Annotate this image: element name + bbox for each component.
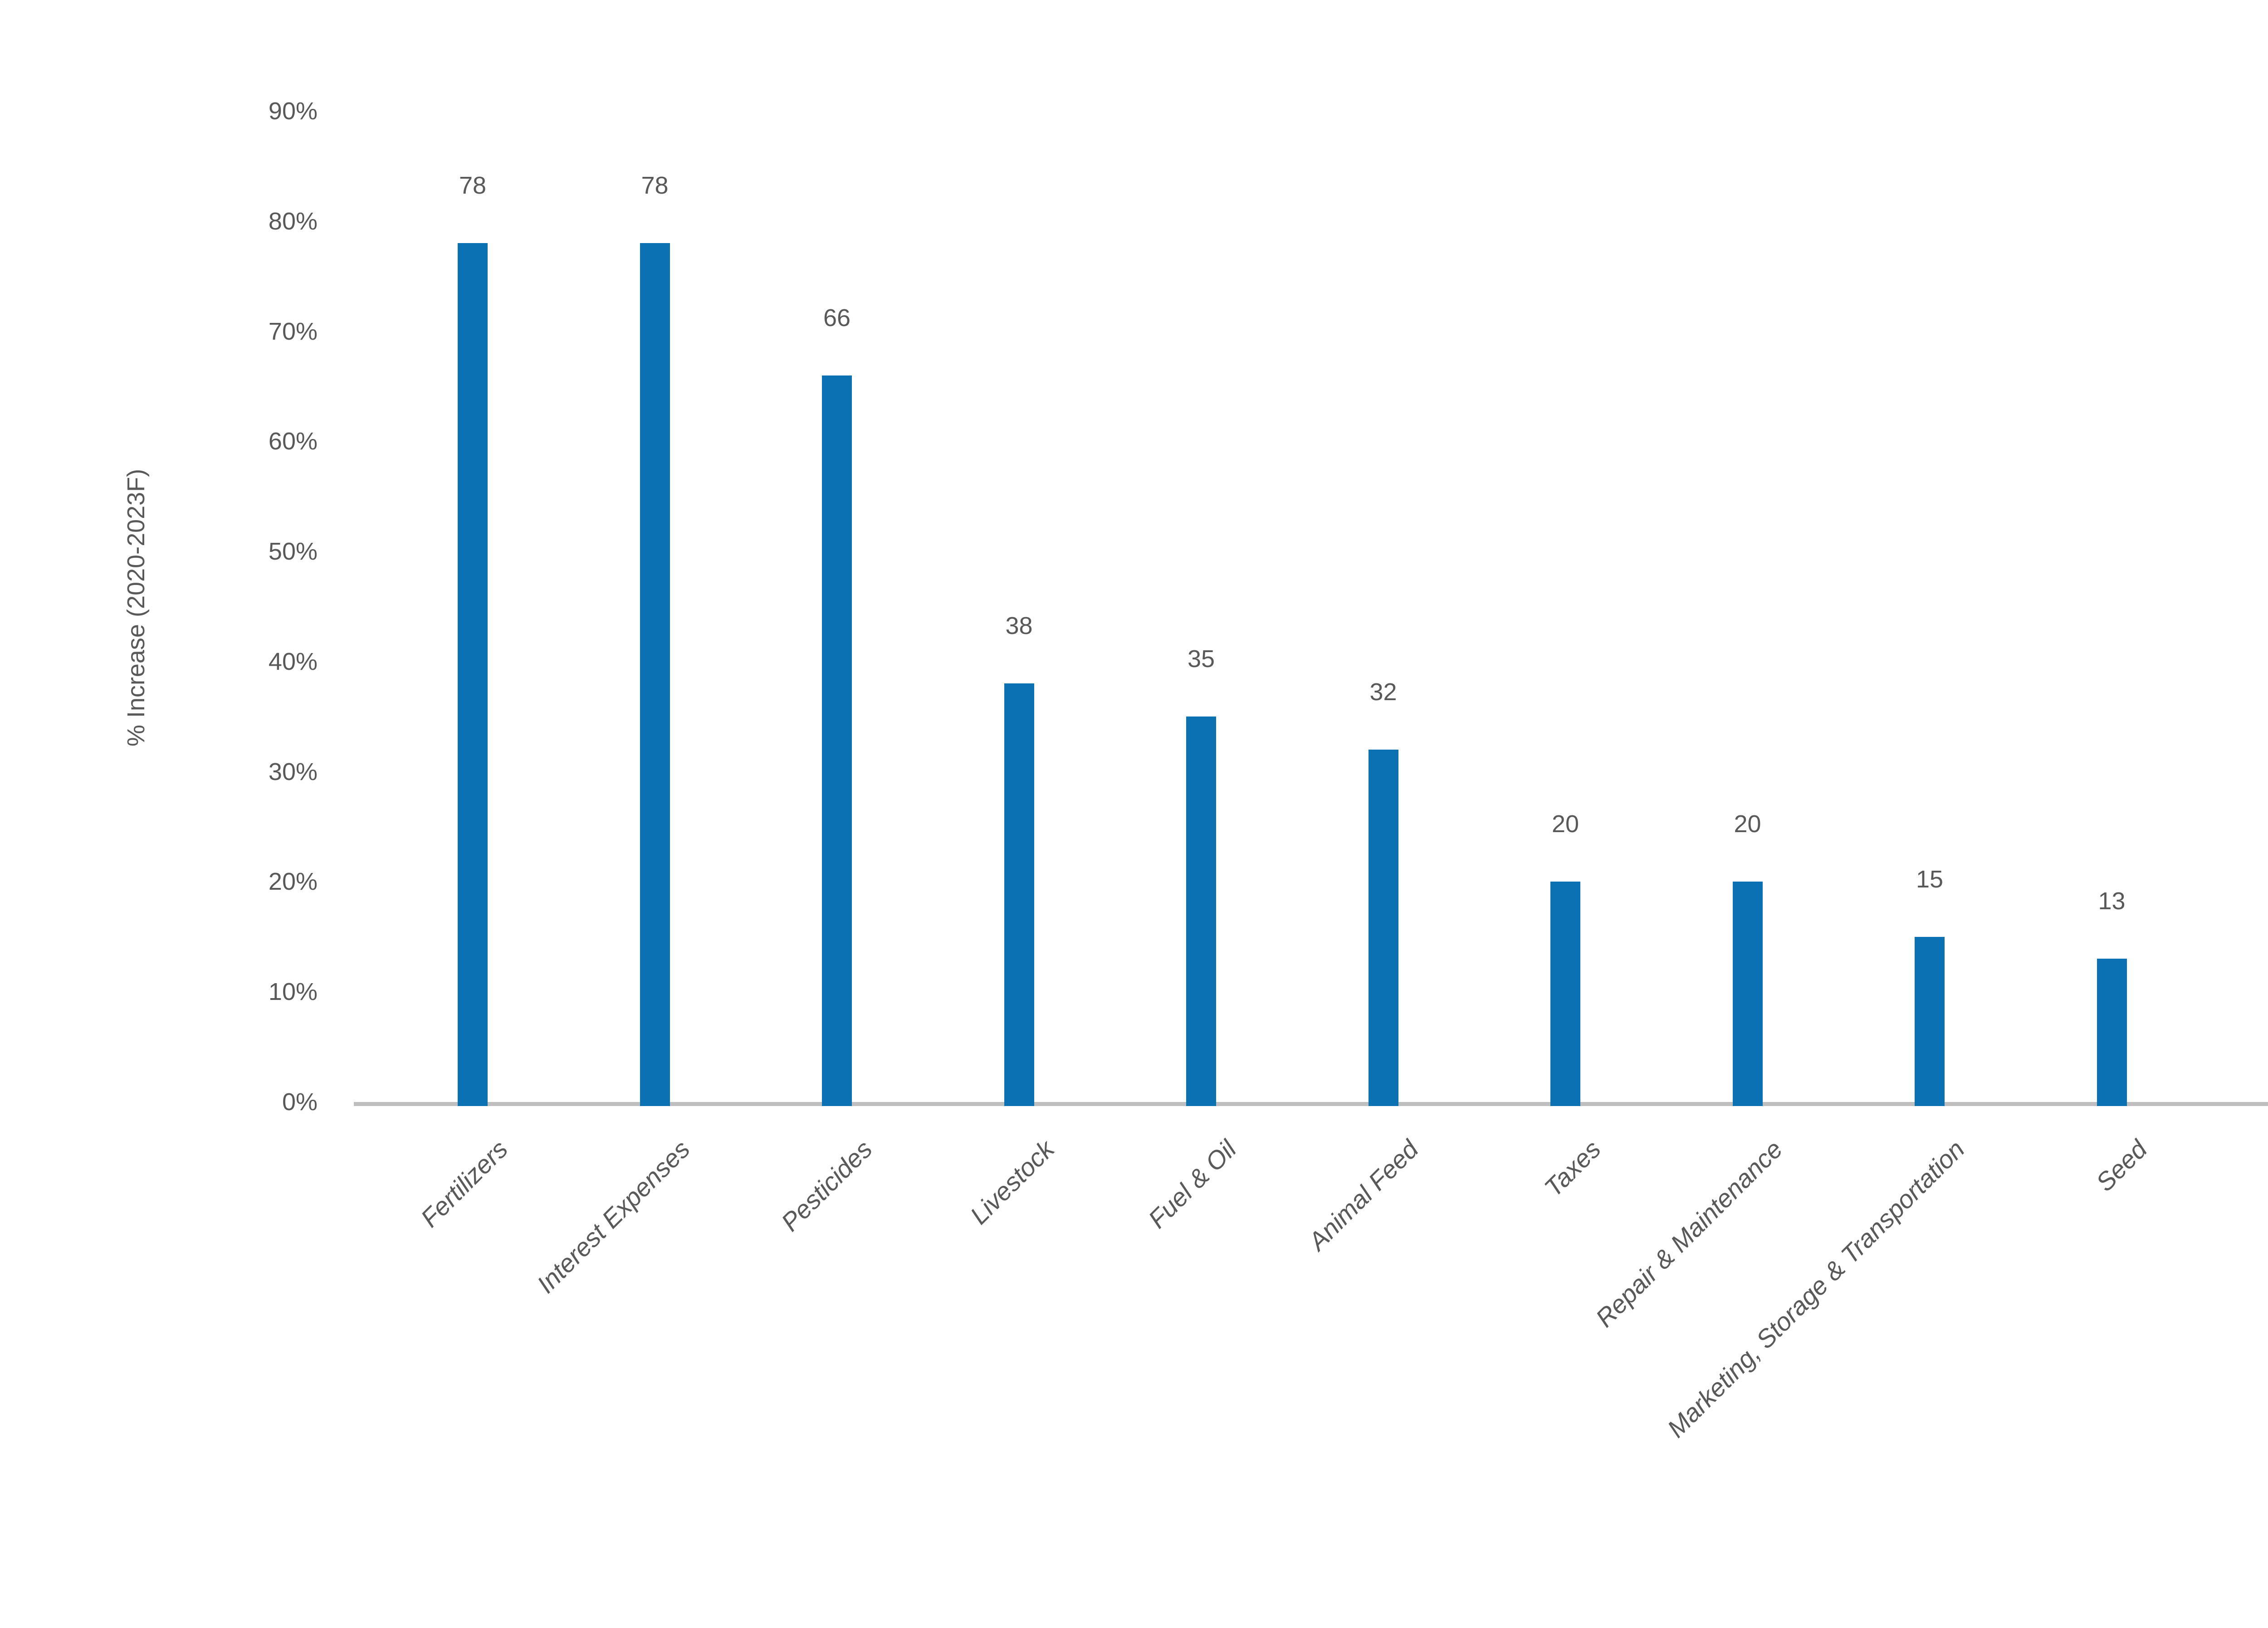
value-label: 15 — [1916, 865, 1944, 893]
value-label: 13 — [2098, 887, 2126, 915]
y-tick-label: 50% — [268, 538, 318, 565]
value-label: 12 — [2226, 900, 2268, 925]
x-axis-label: Fuel & Oil — [1143, 1135, 1242, 1234]
x-axis-label: Animal Feed — [1303, 1135, 1424, 1256]
value-label: 32 — [1369, 678, 1397, 706]
value-label: 66 — [823, 304, 851, 331]
y-tick-label: 0% — [282, 1088, 318, 1116]
y-tick-label: 20% — [268, 868, 318, 896]
x-axis-label: Repair & Maintenance — [1590, 1135, 1789, 1333]
x-axis-line — [354, 1102, 2268, 1106]
y-tick-label: 60% — [268, 428, 318, 455]
x-axis-label: Pesticides — [775, 1135, 878, 1237]
bar-taxes — [1550, 882, 1580, 1106]
y-tick-label: 10% — [268, 978, 318, 1006]
bar-livestock — [1004, 683, 1034, 1106]
y-axis-title: % Increase (2020-2023F) — [122, 468, 150, 747]
bar-pesticides — [822, 375, 852, 1106]
bar-interest-expenses — [640, 243, 670, 1106]
value-label: 35 — [1187, 645, 1215, 673]
value-label: 38 — [1005, 612, 1033, 640]
x-axis-label: Taxes — [1538, 1135, 1606, 1202]
value-label: 20 — [1551, 810, 1579, 838]
bar-fuel-oil — [1186, 717, 1216, 1106]
bar-seed — [2097, 959, 2127, 1106]
y-tick-label: 80% — [268, 207, 318, 235]
value-label: 20 — [1734, 810, 1761, 838]
bar-animal-feed — [1368, 750, 1398, 1106]
bar-repair-maintenance — [1732, 882, 1763, 1106]
x-axis-label: Marketing, Storage & Transportation — [1662, 1135, 1970, 1443]
x-axis-label: Interest Expenses — [531, 1135, 696, 1299]
bar-marketing-storage-transportation — [1915, 936, 1945, 1106]
x-axis-label: Livestock — [964, 1135, 1060, 1230]
x-axis-label: Seed — [2090, 1135, 2153, 1197]
value-label: 78 — [459, 172, 487, 200]
x-axis-label: Fertilizers — [415, 1135, 513, 1233]
y-tick-label: 30% — [268, 758, 318, 785]
y-tick-label: 70% — [268, 317, 318, 345]
bar-fertilizers — [458, 243, 488, 1106]
y-tick-label: 90% — [268, 97, 318, 125]
y-tick-label: 40% — [268, 648, 318, 675]
value-label: 78 — [641, 172, 669, 200]
